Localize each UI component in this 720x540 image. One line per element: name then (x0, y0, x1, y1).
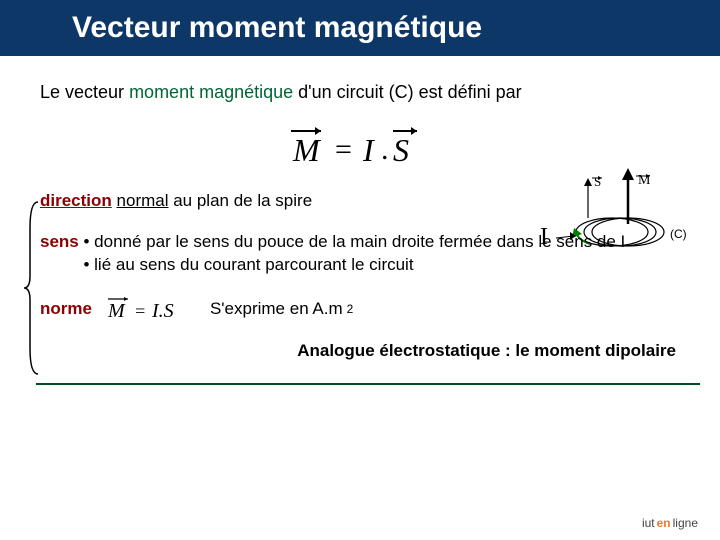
sens-label: sens (40, 232, 79, 251)
direction-label: direction (40, 191, 112, 210)
logo: iutenligne (642, 516, 698, 530)
svg-text:M: M (107, 300, 126, 322)
brace-icon (22, 198, 42, 378)
svg-text:=: = (134, 301, 146, 321)
content: Le vecteur moment magnétique d'un circui… (0, 56, 720, 361)
norme-unit: S'exprime en A.m2 (210, 298, 353, 321)
direction-rest: au plan de la spire (169, 191, 313, 210)
norme-row: norme M = I.S S'exprime en A.m2 (40, 295, 684, 323)
title-band: Vecteur moment magnétique (0, 0, 720, 56)
formula-svg: M = I . S (277, 121, 447, 175)
direction-normal: normal (117, 191, 169, 210)
svg-text:I.S: I.S (151, 300, 174, 322)
properties-block: direction normal au plan de la spire sen… (40, 190, 684, 323)
direction-row: direction normal au plan de la spire (40, 190, 684, 213)
svg-text:S: S (594, 174, 601, 189)
sens-bullet-1: • donné par le sens du pouce de la main … (83, 231, 625, 254)
intro-suffix: d'un circuit (C) est défini par (293, 82, 522, 102)
logo-part2: en (657, 516, 671, 530)
analogue-line: Analogue électrostatique : le moment dip… (40, 341, 684, 361)
svg-text:M: M (638, 173, 651, 188)
sens-bullet-2: • lié au sens du courant parcourant le c… (83, 254, 625, 277)
svg-text:.: . (381, 133, 389, 166)
intro-prefix: Le vecteur (40, 82, 129, 102)
slide: Vecteur moment magnétique Le vecteur mom… (0, 0, 720, 540)
svg-text:M: M (292, 132, 322, 168)
norme-label: norme (40, 298, 92, 321)
divider (36, 383, 700, 385)
logo-part1: iut (642, 516, 655, 530)
intro-highlight: moment magnétique (129, 82, 293, 102)
norme-formula: M = I.S (106, 295, 196, 323)
logo-part3: ligne (673, 516, 698, 530)
svg-text:I: I (362, 132, 375, 168)
norme-unit-sup: 2 (347, 301, 354, 317)
norme-exprime: S'exprime en A.m (210, 298, 343, 321)
sens-row: sens • donné par le sens du pouce de la … (40, 231, 684, 277)
svg-text:S: S (393, 132, 409, 168)
svg-text:=: = (335, 133, 352, 166)
page-title: Vecteur moment magnétique (72, 11, 482, 45)
intro-line: Le vecteur moment magnétique d'un circui… (40, 82, 684, 103)
